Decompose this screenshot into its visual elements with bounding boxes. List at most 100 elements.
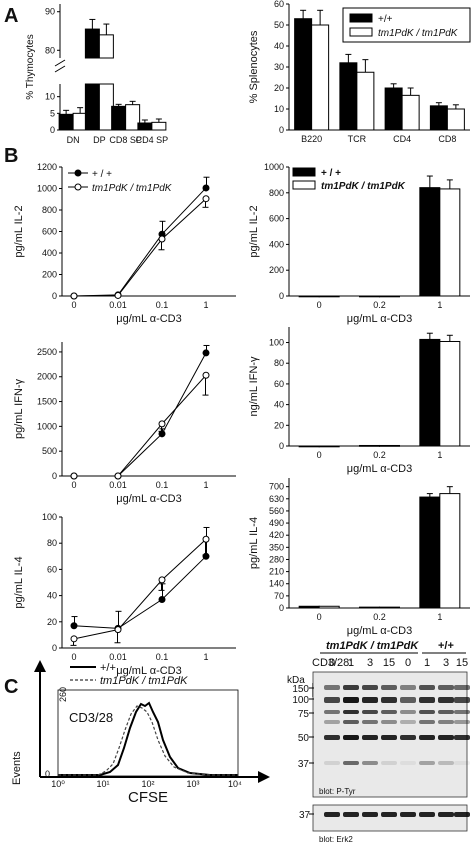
A-right-bar-0-0 xyxy=(294,18,313,131)
B-IL4-line-line-0 xyxy=(73,555,207,629)
B-IL2-bar-xtick-0: 0 xyxy=(317,300,322,310)
a-left-bar-1-3 xyxy=(151,121,167,131)
B-IL4-line-line-1 xyxy=(73,538,207,640)
B-IL4-line-xtick-2: 0.1 xyxy=(156,652,169,662)
B-IL4-line-point-1-0 xyxy=(70,635,78,643)
blot-band-3-6 xyxy=(438,720,454,724)
B-IL2-line-ylabel: pg/mL IL-2 xyxy=(13,205,25,257)
a-left-ytick-l0: 0 xyxy=(50,125,55,135)
blot-lane-label-7: 15 xyxy=(456,657,468,669)
B-IFNg-bar-bar-1-1 xyxy=(379,444,400,447)
blot-erk2-marker: 37 xyxy=(299,810,311,821)
B-IL4-bar-ytick-5: 350 xyxy=(269,542,284,552)
a-left-bar-0-2 xyxy=(111,105,127,131)
B-IFNg-bar-xtick-0: 0 xyxy=(317,450,322,460)
il2-bar-legend-swatch-wt xyxy=(292,167,316,177)
blot-erk2-band-5 xyxy=(419,812,435,817)
B-IFNg-line-ytick-5: 2500 xyxy=(37,347,57,357)
B-IL4-bar-ytick-8: 560 xyxy=(269,506,284,516)
B-IL2-bar-bar-1-1 xyxy=(379,295,400,298)
il2-bar-legend-label-wt: + / + xyxy=(321,168,341,179)
panel-label-c: C xyxy=(4,676,18,698)
blot-row-label: CD3/28: xyxy=(312,657,352,669)
B-IL2-line-ytick-1: 200 xyxy=(42,270,57,280)
blot-band-0-4 xyxy=(400,685,416,690)
B-IL2-line-point-1-3 xyxy=(202,195,210,203)
a-right-legend-label-ko: tm1PdK / tm1PdK xyxy=(378,28,459,39)
blot-band-4-7 xyxy=(454,735,470,740)
B-IL4-line-point-0-0 xyxy=(70,622,78,630)
blot-band-3-0 xyxy=(324,720,340,724)
B-IL2-line-xtick-3: 1 xyxy=(203,300,208,310)
B-IL4-bar-ytick-9: 630 xyxy=(269,494,284,504)
blot-band-3-7 xyxy=(454,720,470,724)
blot-band-4-1 xyxy=(343,735,359,740)
blot-band-2-5 xyxy=(419,710,435,714)
B-IL4-bar-bar-1-2 xyxy=(439,493,461,609)
a-left-xtick-0: DN xyxy=(67,135,80,145)
chart-il2-bar: 0 200 400 600 800 1000 pg/mL IL-2 μg/mL α-CD3 0 0… xyxy=(248,162,470,325)
B-IL4-line-point-1-2 xyxy=(158,576,166,584)
blot-lane-labels: 0 1 3 15 0 1 3 15 xyxy=(329,657,468,669)
B-IFNg-line-xtick-1: 0.01 xyxy=(109,480,127,490)
A-right-xtick-3: CD8 xyxy=(438,134,456,144)
blot-erk2-band-4 xyxy=(400,812,416,817)
B-IL2-line-line-1 xyxy=(73,198,207,297)
B-IL2-bar-ytick-1: 200 xyxy=(269,265,284,275)
B-IFNg-bar-ytick-3: 60 xyxy=(274,379,284,389)
blot-band-4-0 xyxy=(324,735,340,740)
a-left-xtick-1: DP xyxy=(93,135,106,145)
B-IFNg-line-xtick-2: 0.1 xyxy=(156,480,169,490)
c-ytick-0: 0 xyxy=(45,769,50,779)
B-IFNg-bar-bar-1-0 xyxy=(318,445,340,448)
blot-marker-50: 50 xyxy=(298,733,310,744)
blot-band-1-2 xyxy=(362,697,378,703)
B-IFNg-line-xtick-0: 0 xyxy=(71,480,76,490)
blot-kda-label: kDa xyxy=(287,675,305,686)
blot-band-5-5 xyxy=(419,761,435,765)
B-IL4-bar-bar-0-2 xyxy=(419,496,441,609)
A-right-ytick-0: 0 xyxy=(279,125,284,135)
blot-band-0-5 xyxy=(419,685,435,690)
blot-band-1-1 xyxy=(343,697,359,703)
blot-lane-label-4: 0 xyxy=(405,657,411,669)
a-left-bar-0-3 xyxy=(137,122,153,131)
a-left-bar-1-1 xyxy=(98,34,114,59)
B-IL4-line-ytick-4: 80 xyxy=(47,538,57,548)
B-IL2-line-xlabel: μg/mL α-CD3 xyxy=(116,313,181,325)
a-left-ylabel: % Thymocytes xyxy=(25,34,36,99)
c-xtick-0: 10⁰ xyxy=(51,779,65,789)
western-blot: tm1PdK / tm1PdK +/+ CD3/28: 0 1 3 15 0 1 3 15 k… xyxy=(287,640,470,844)
blot-header-wt: +/+ xyxy=(438,640,454,652)
blot-erk2-band-7 xyxy=(454,812,470,817)
B-IL2-line-xtick-1: 0.01 xyxy=(109,300,127,310)
c-xtick-3: 10³ xyxy=(186,779,199,789)
blot-lane-label-6: 3 xyxy=(443,657,449,669)
a-right-legend-label-wt: +/+ xyxy=(378,14,393,25)
blot-bands xyxy=(324,685,470,765)
B-IL4-bar-ytick-7: 490 xyxy=(269,518,284,528)
blot-band-4-6 xyxy=(438,735,454,740)
blot-band-2-0 xyxy=(324,710,340,714)
B-IL4-bar-bar-1-1 xyxy=(379,606,400,609)
a-right-legend-swatch-ko xyxy=(349,27,373,37)
B-IL2-bar-xlabel: μg/mL α-CD3 xyxy=(347,313,412,325)
A-right-bar-1-0 xyxy=(311,24,330,131)
B-IL2-line-ytick-3: 600 xyxy=(42,227,57,237)
blot-caption-bottom: blot: Erk2 xyxy=(319,835,353,844)
A-right-bar-0-1 xyxy=(339,62,358,131)
B-IFNg-bar-bar-0-0 xyxy=(298,445,320,448)
a-left-break-1 xyxy=(54,59,66,67)
c-series-wt xyxy=(58,701,238,776)
B-IFNg-line-ytick-2: 1000 xyxy=(37,421,57,431)
B-IL4-bar-ytick-4: 280 xyxy=(269,554,284,564)
B-IL2-bar-xtick-2: 1 xyxy=(437,300,442,310)
B-IL4-bar-ytick-1: 70 xyxy=(274,591,284,601)
blot-ptyr-membrane xyxy=(312,671,468,798)
A-right-xtick-2: CD4 xyxy=(393,134,411,144)
B-IFNg-line-ytick-4: 2000 xyxy=(37,372,57,382)
A-right-bar-1-3 xyxy=(446,108,465,131)
B-IFNg-line-point-0-3 xyxy=(202,349,210,357)
c-ytick-1: 260 xyxy=(58,687,68,702)
B-IFNg-bar-ytick-2: 40 xyxy=(274,400,284,410)
